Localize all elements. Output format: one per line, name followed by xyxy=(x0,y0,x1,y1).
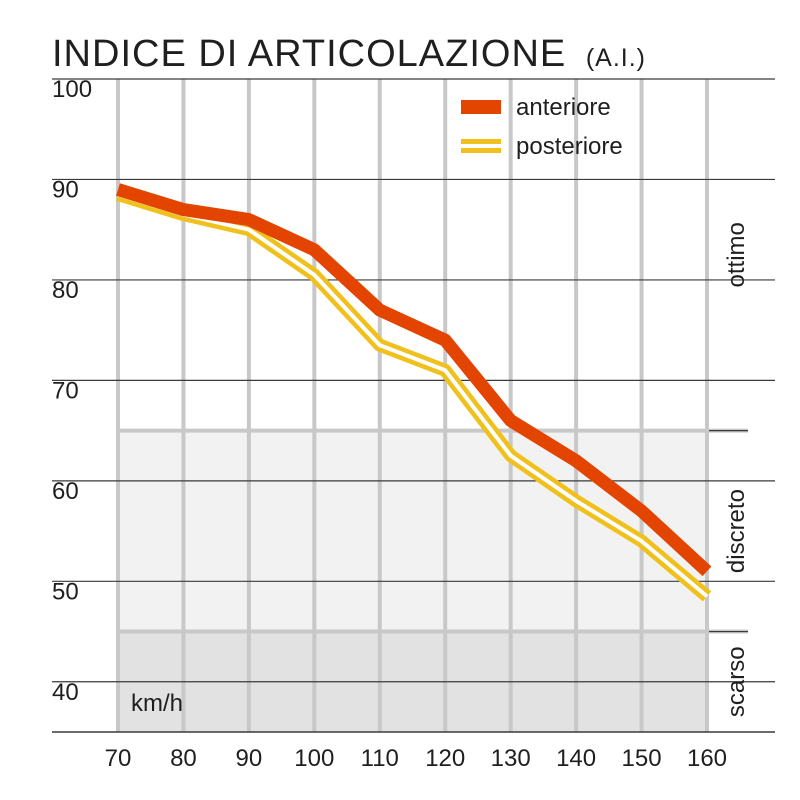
y-tick-label-1: 90 xyxy=(52,176,79,203)
zone-label-1: discreto xyxy=(723,489,750,573)
chart-title: INDICE DI ARTICOLAZIONE (A.I.) xyxy=(52,33,646,75)
x-tick-label-4: 110 xyxy=(361,745,399,772)
legend-swatch-0 xyxy=(461,100,501,114)
x-tick-label-1: 80 xyxy=(170,745,197,772)
zones xyxy=(118,79,748,732)
x-tick-label-6: 130 xyxy=(491,745,531,772)
y-tick-label-5: 50 xyxy=(52,578,79,605)
zone-label-0: ottimo xyxy=(723,222,750,287)
y-tick-label-0: 100 xyxy=(52,76,92,103)
y-tick-label-3: 70 xyxy=(52,377,79,404)
legend-label-0: anteriore xyxy=(516,94,611,121)
series-line-1-gap xyxy=(117,192,709,598)
unit-label: km/h xyxy=(131,690,183,717)
x-tick-label-7: 140 xyxy=(556,745,596,772)
zone-band-0 xyxy=(118,79,707,431)
legend: anteriore posteriore xyxy=(461,94,623,160)
chart-title-sub: (A.I.) xyxy=(586,44,646,72)
horizontal-grid xyxy=(52,78,775,733)
x-tick-label-8: 150 xyxy=(622,745,662,772)
zone-band-1 xyxy=(118,430,707,632)
legend-label-1: posteriore xyxy=(516,133,623,160)
x-tick-label-3: 100 xyxy=(294,745,334,772)
legend-swatch-1-gap xyxy=(461,144,501,148)
x-tick-label-0: 70 xyxy=(105,745,132,772)
x-tick-label-9: 160 xyxy=(687,745,727,772)
vertical-grid xyxy=(116,79,709,732)
y-tick-label-2: 80 xyxy=(52,277,79,304)
y-tick-label-6: 40 xyxy=(52,679,79,706)
series-lines xyxy=(116,183,712,602)
y-tick-label-4: 60 xyxy=(52,478,79,505)
x-tick-label-5: 120 xyxy=(425,745,465,772)
x-tick-labels: 70 80 90 100 110 120 130 140 150 160 xyxy=(105,745,727,772)
zone-labels: ottimo discreto scarso xyxy=(723,222,750,717)
series-line-0 xyxy=(116,183,712,577)
y-tick-labels: 100 90 80 70 60 50 40 xyxy=(52,76,92,706)
zone-label-2: scarso xyxy=(723,646,750,717)
x-tick-label-2: 90 xyxy=(236,745,263,772)
chart-title-main: INDICE DI ARTICOLAZIONE xyxy=(52,33,566,75)
